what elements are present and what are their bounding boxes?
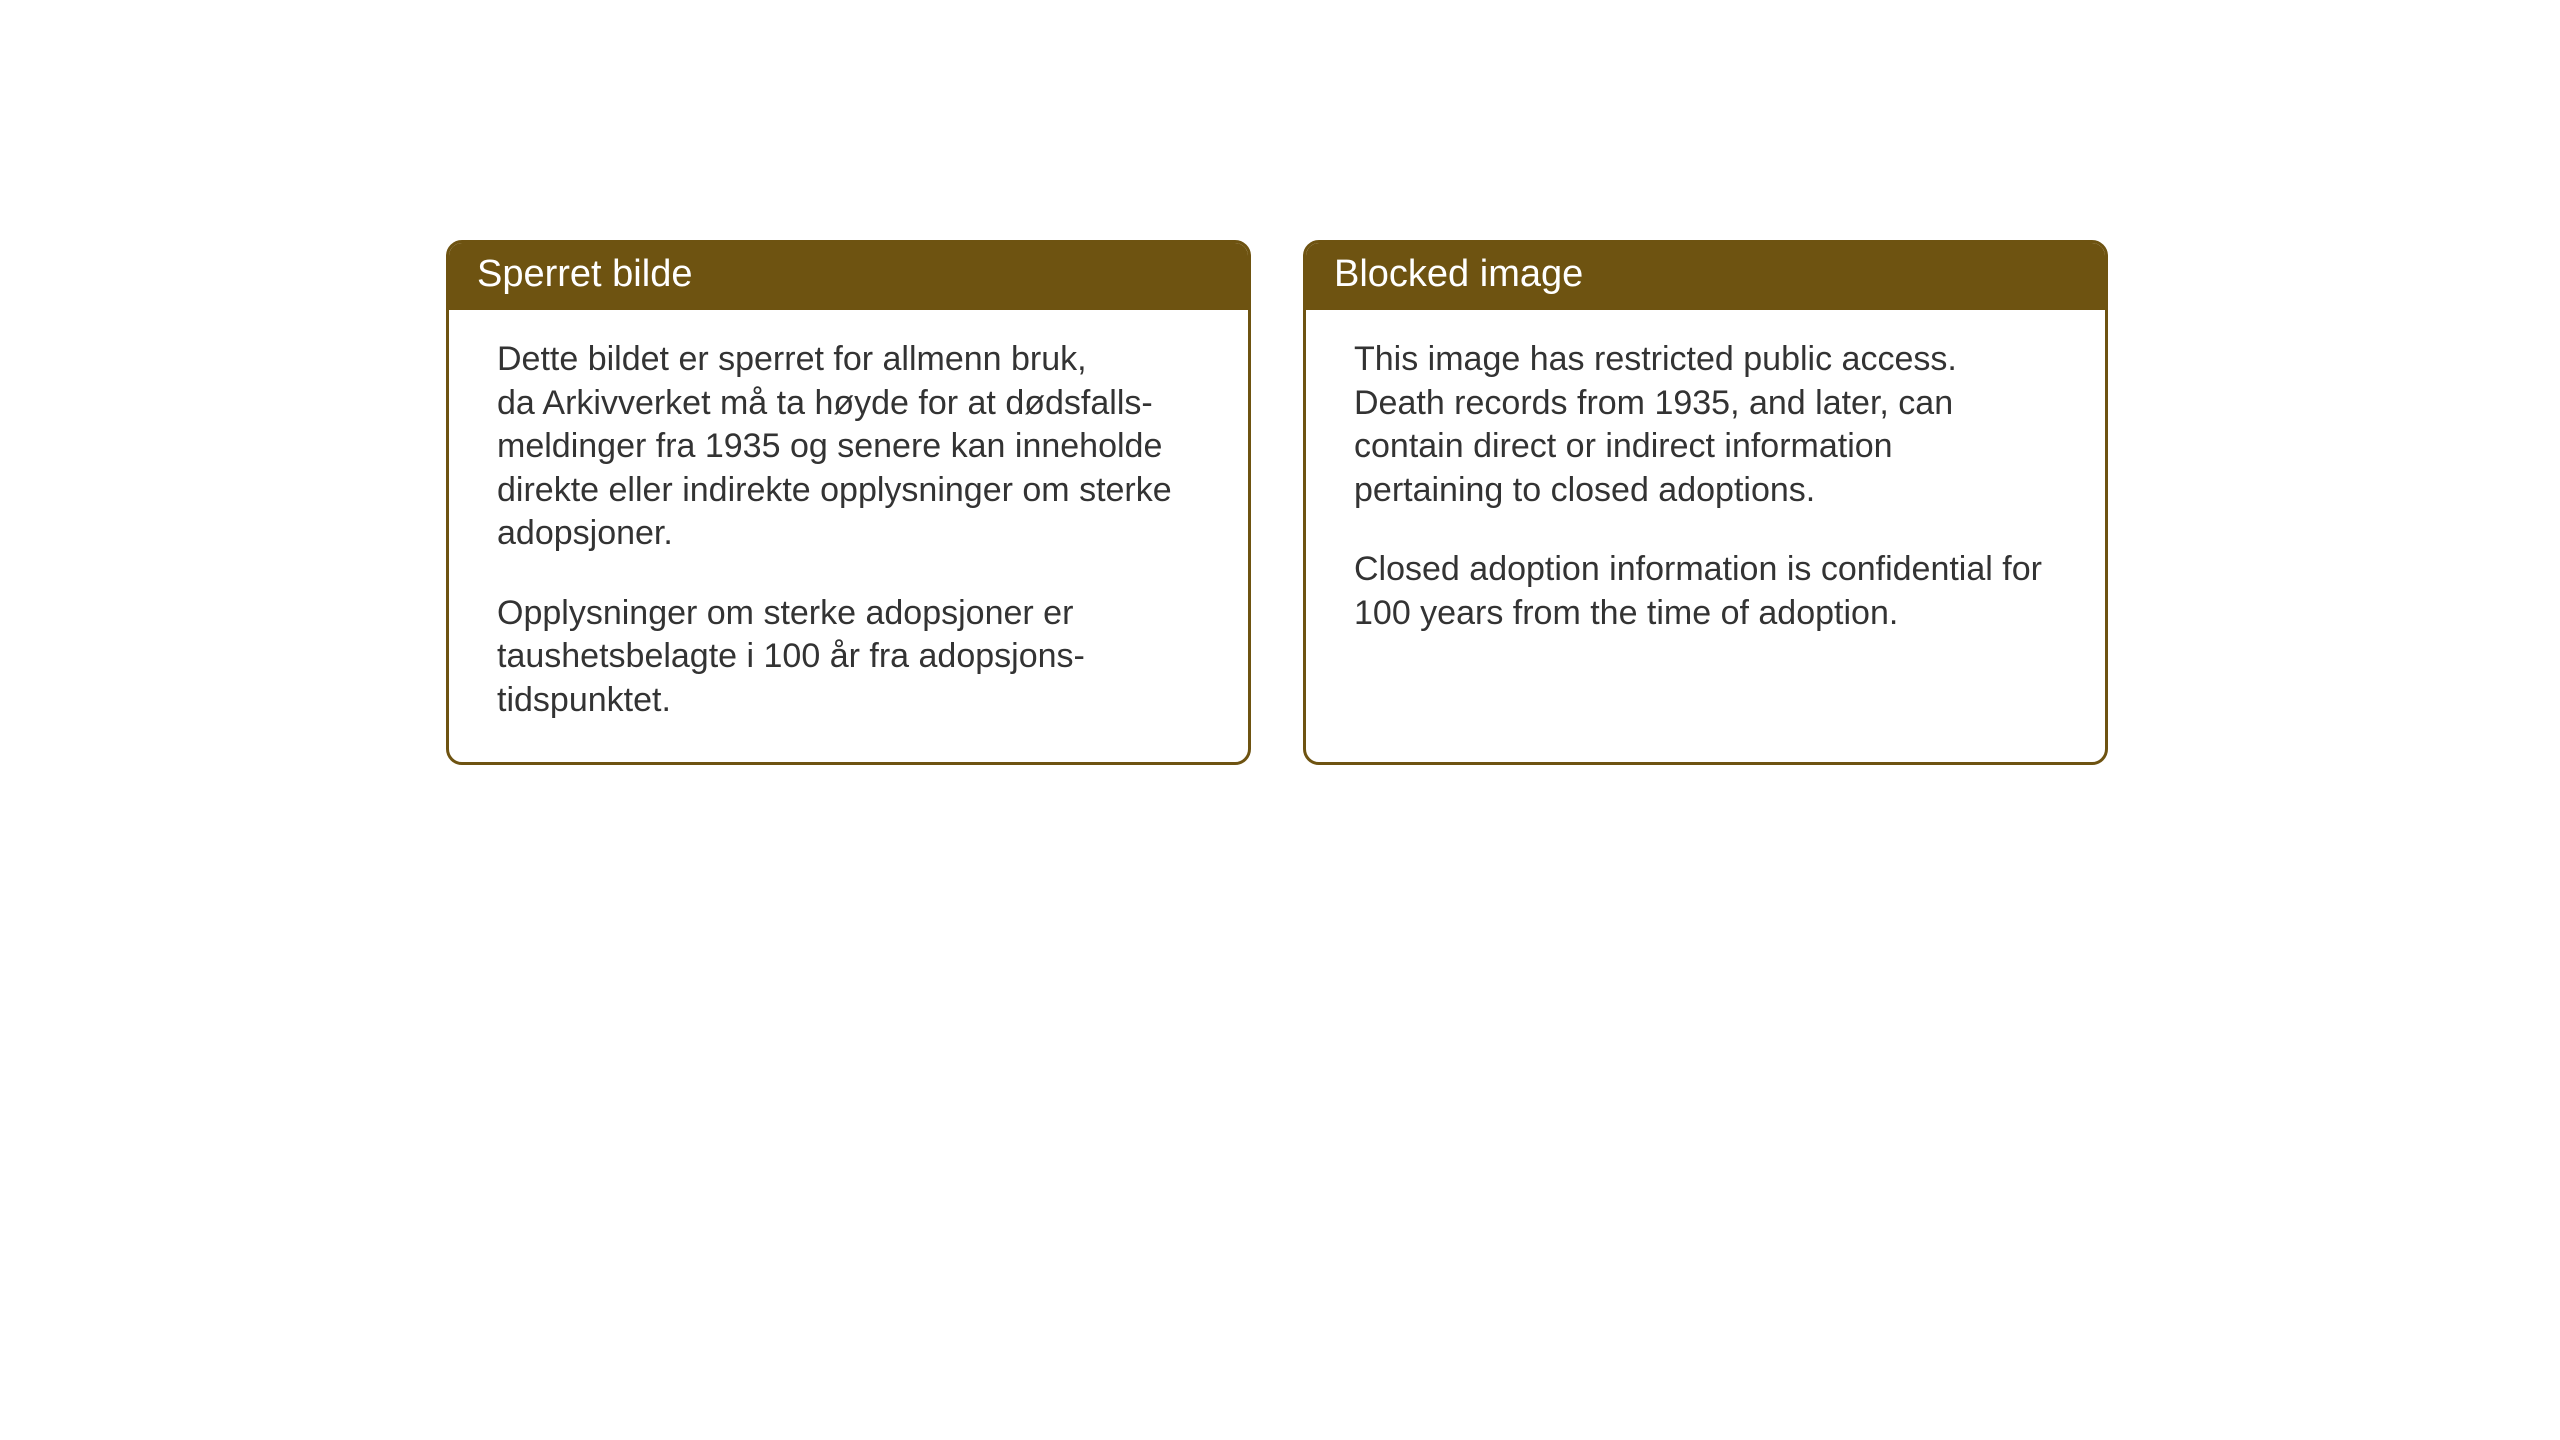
english-panel-body: This image has restricted public access.… <box>1306 310 2105 750</box>
notice-container: Sperret bilde Dette bildet er sperret fo… <box>446 240 2108 765</box>
english-paragraph-2: Closed adoption information is confident… <box>1354 548 2077 635</box>
norwegian-paragraph-2: Opplysninger om sterke adopsjoner ertaus… <box>497 592 1220 723</box>
english-panel: Blocked image This image has restricted … <box>1303 240 2108 765</box>
norwegian-panel: Sperret bilde Dette bildet er sperret fo… <box>446 240 1251 765</box>
norwegian-paragraph-1: Dette bildet er sperret for allmenn bruk… <box>497 338 1220 556</box>
english-panel-title: Blocked image <box>1306 243 2105 310</box>
norwegian-panel-body: Dette bildet er sperret for allmenn bruk… <box>449 310 1248 762</box>
norwegian-panel-title: Sperret bilde <box>449 243 1248 310</box>
english-paragraph-1: This image has restricted public access.… <box>1354 338 2077 512</box>
